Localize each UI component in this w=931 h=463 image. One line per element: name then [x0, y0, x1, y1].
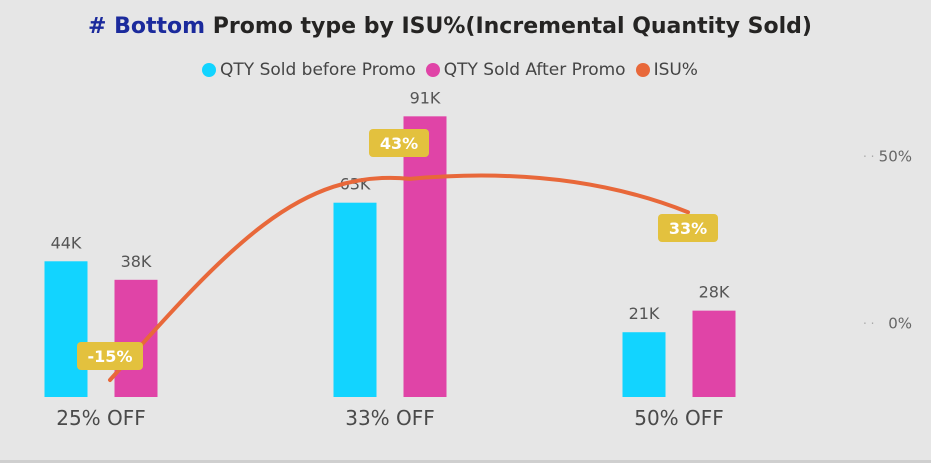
category-label: 33% OFF: [345, 406, 435, 430]
isu-label-box: [77, 342, 143, 370]
legend-item-isu[interactable]: ISU%: [635, 60, 698, 80]
chart-title: # Bottom Promo type by ISU%(Incremental …: [0, 14, 900, 39]
legend-label-isu: ISU%: [653, 60, 698, 80]
bar-after-promo: [114, 279, 158, 397]
bar-label-after: 91K: [410, 88, 441, 107]
bar-label-before: 21K: [629, 304, 660, 323]
bar-after-promo: [403, 116, 447, 397]
category-label: 50% OFF: [634, 406, 724, 430]
isu-label: -15%: [88, 347, 133, 366]
y2-tick-dots: · ·: [863, 316, 874, 330]
bar-label-before: 44K: [51, 233, 82, 252]
isu-label-box: [658, 214, 718, 242]
bottom-divider: [0, 460, 931, 463]
title-text: Promo type by ISU%(Incremental Quantity …: [205, 14, 812, 39]
legend-item-after[interactable]: QTY Sold After Promo: [425, 60, 626, 80]
legend-label-before: QTY Sold before Promo: [220, 60, 416, 80]
legend-label-after: QTY Sold After Promo: [443, 60, 626, 80]
y2-tick-label: 50%: [879, 147, 912, 165]
isu-label: 43%: [380, 134, 418, 153]
isu-label: 33%: [669, 219, 707, 238]
legend-dot-before: [202, 63, 217, 77]
chart-legend: QTY Sold before Promo QTY Sold After Pro…: [0, 60, 900, 80]
legend-dot-isu: [635, 63, 650, 77]
legend-dot-after: [425, 63, 440, 77]
isu-label-box: [369, 129, 429, 157]
title-accent: # Bottom: [88, 14, 206, 39]
bar-before-promo: [44, 261, 88, 397]
bar-after-promo: [692, 310, 736, 397]
y2-tick-dots: · ·: [863, 149, 874, 163]
legend-item-before[interactable]: QTY Sold before Promo: [202, 60, 416, 80]
bar-before-promo: [622, 332, 666, 397]
bar-label-after: 38K: [121, 252, 152, 271]
isu-line: [108, 173, 690, 382]
bar-before-promo: [333, 202, 377, 397]
category-label: 25% OFF: [56, 406, 146, 430]
bar-label-after: 28K: [699, 283, 730, 302]
y2-tick-label: 0%: [888, 314, 912, 332]
